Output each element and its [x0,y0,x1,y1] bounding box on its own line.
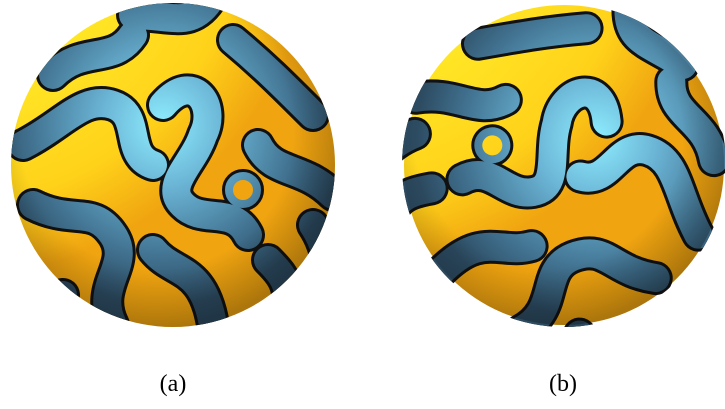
page: (a) (b) (() => { const data = JSON.parse… [0,0,725,409]
panel-label: (a) [160,371,187,397]
panel-label: (b) [549,371,577,397]
sphere-a [3,0,343,335]
sphere-b [327,0,725,402]
figure: (a) (b) [0,0,725,409]
